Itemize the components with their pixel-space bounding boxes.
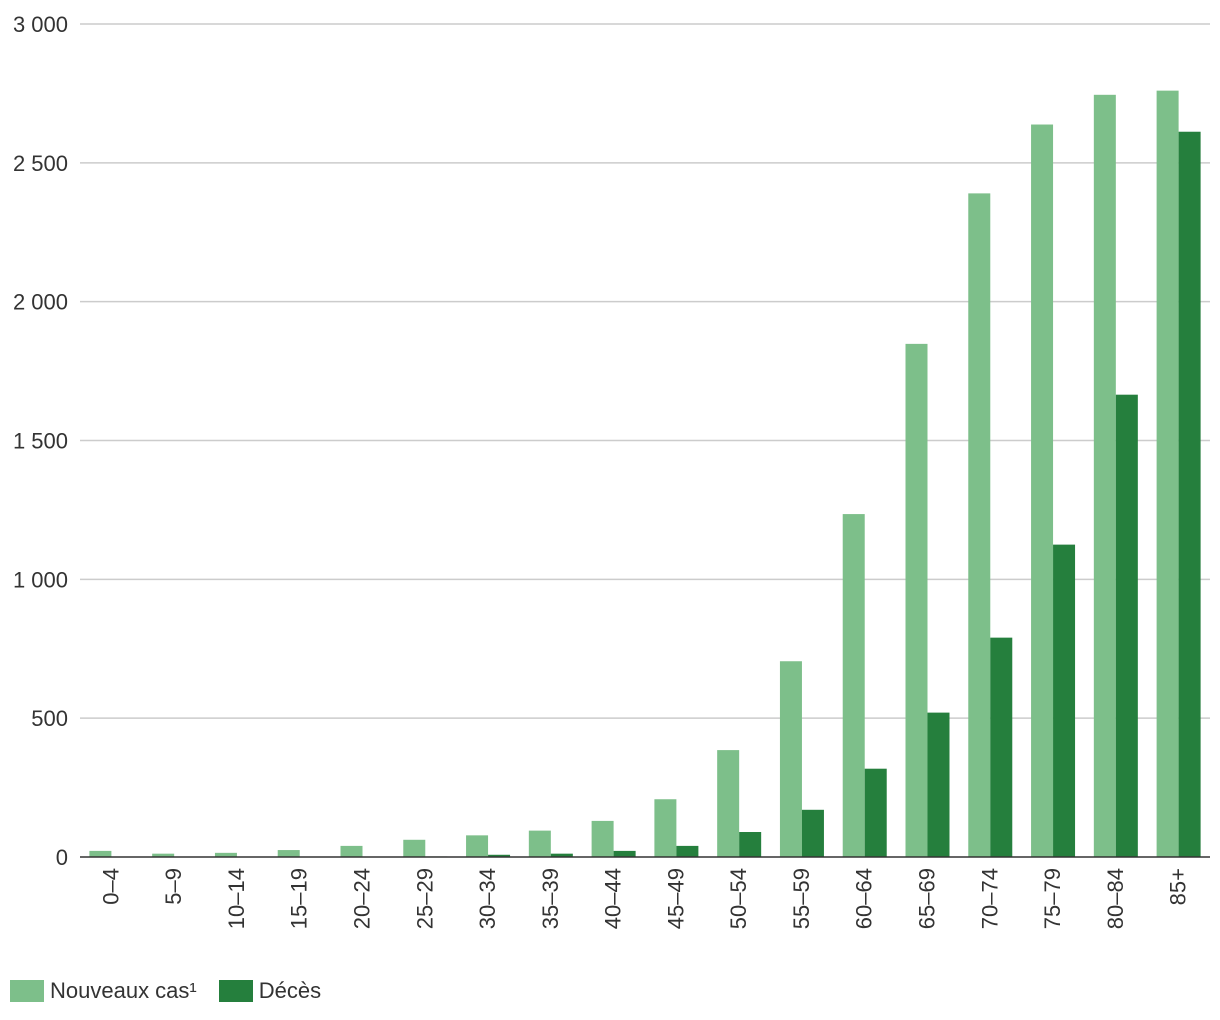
bar-deaths: [676, 845, 699, 857]
bar-new-cases: [779, 661, 802, 857]
bar-new-cases: [152, 853, 175, 857]
bar-deaths: [739, 832, 762, 857]
bar-new-cases: [842, 514, 865, 857]
y-tick-label: 1 000: [13, 567, 68, 592]
legend-swatch-new-cases: [10, 980, 44, 1002]
x-tick-label: 75–79: [1040, 868, 1065, 929]
bar-new-cases: [214, 852, 237, 857]
bar-new-cases: [277, 850, 300, 857]
x-tick-label: 10–14: [224, 868, 249, 929]
x-tick-label: 20–24: [350, 868, 375, 929]
bar-deaths: [801, 809, 824, 857]
bar-deaths: [1053, 544, 1076, 857]
bar-new-cases: [403, 839, 426, 857]
y-tick-label: 2 500: [13, 151, 68, 176]
bar-deaths: [1178, 131, 1201, 857]
bar-deaths: [488, 854, 511, 857]
gridlines: [80, 23, 1210, 719]
y-tick-label: 3 000: [13, 12, 68, 37]
x-tick-label: 30–34: [475, 868, 500, 929]
bars: [89, 90, 1201, 858]
y-tick-label: 1 500: [13, 429, 68, 454]
x-tick-label: 70–74: [977, 868, 1002, 929]
x-tick-label: 85+: [1166, 868, 1191, 905]
bar-new-cases: [340, 845, 363, 857]
y-tick-label: 0: [56, 845, 68, 870]
bar-chart: 0 500 1 000 1 500 2 000 2 500 3 000 0–4 5–9 10–1…: [13, 12, 1210, 929]
y-axis-ticks: 0 500 1 000 1 500 2 000 2 500 3 000: [13, 12, 68, 870]
bar-deaths: [1115, 394, 1138, 857]
x-tick-label: 80–84: [1103, 868, 1128, 929]
legend: Nouveaux cas¹ Décès: [10, 978, 343, 1004]
legend-item-new-cases: Nouveaux cas¹: [10, 978, 197, 1004]
bar-deaths: [864, 768, 887, 857]
bar-new-cases: [1093, 94, 1116, 858]
bar-new-cases: [905, 343, 928, 857]
x-tick-label: 55–59: [789, 868, 814, 929]
y-tick-label: 500: [31, 706, 68, 731]
x-tick-label: 15–19: [287, 868, 312, 929]
bar-new-cases: [528, 830, 551, 857]
bar-new-cases: [968, 193, 991, 858]
legend-label-new-cases: Nouveaux cas¹: [50, 978, 197, 1003]
x-tick-label: 60–64: [852, 868, 877, 929]
legend-swatch-deaths: [218, 980, 253, 1002]
x-tick-label: 25–29: [412, 868, 437, 929]
bar-deaths: [927, 712, 950, 857]
legend-item-deaths: Décès: [218, 978, 322, 1004]
x-tick-label: 40–44: [601, 868, 626, 929]
bar-new-cases: [717, 750, 740, 857]
x-tick-label: 5–9: [161, 868, 186, 905]
x-tick-label: 35–39: [538, 868, 563, 929]
bar-new-cases: [1031, 124, 1054, 858]
bar-new-cases: [654, 799, 677, 857]
bar-new-cases: [591, 820, 614, 857]
bar-new-cases: [1156, 90, 1179, 857]
bar-new-cases: [466, 835, 489, 857]
bar-deaths: [613, 850, 636, 857]
x-tick-label: 65–69: [915, 868, 940, 929]
x-axis-ticks: 0–4 5–9 10–14 15–19 20–24 25–29 30–34 35–39 40–4…: [98, 868, 1190, 929]
x-tick-label: 0–4: [98, 868, 123, 905]
legend-label-deaths: Décès: [258, 978, 322, 1003]
bar-new-cases: [89, 850, 112, 857]
x-tick-label: 45–49: [663, 868, 688, 929]
bar-deaths: [990, 637, 1013, 857]
x-tick-label: 50–54: [726, 868, 751, 929]
bar-deaths: [550, 853, 573, 857]
y-tick-label: 2 000: [13, 290, 68, 315]
